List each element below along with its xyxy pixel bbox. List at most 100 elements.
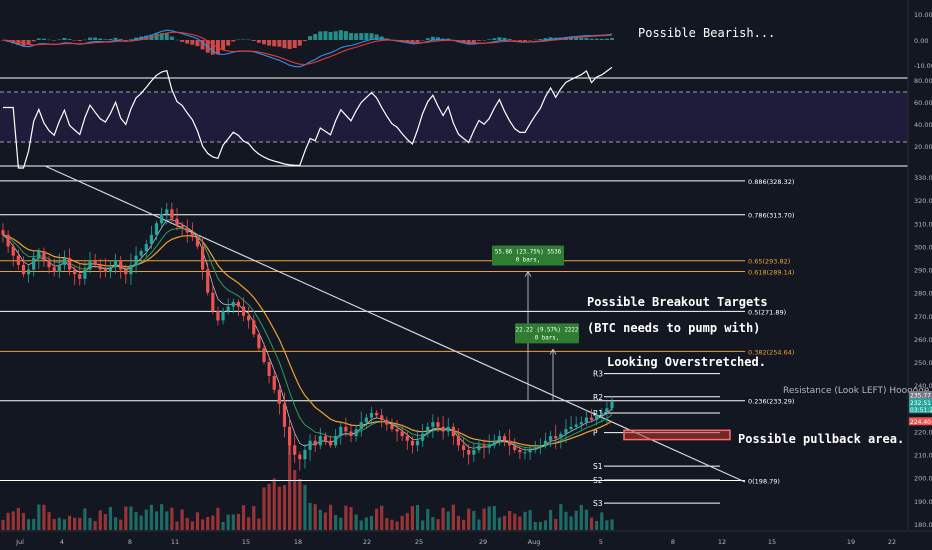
- macd-histogram-bar: [343, 31, 348, 40]
- candle-body: [467, 449, 471, 455]
- macd-histogram-bar: [164, 33, 169, 40]
- candle-body: [195, 237, 200, 247]
- macd-histogram-bar: [221, 40, 226, 51]
- macd-histogram-bar: [67, 39, 72, 40]
- volume-bar: [595, 520, 599, 530]
- candle-body: [129, 264, 133, 275]
- candle-body: [461, 445, 466, 450]
- price-tag-label: 03:51:29: [910, 407, 932, 414]
- candle-body: [523, 452, 527, 454]
- candle-body: [482, 445, 486, 448]
- macd-histogram-bar: [123, 40, 128, 41]
- macd-histogram-bar: [543, 38, 548, 40]
- macd-histogram-bar: [57, 39, 62, 41]
- macd-histogram-bar: [180, 40, 185, 42]
- pivot-label: P: [593, 429, 598, 438]
- candle-body: [267, 362, 271, 376]
- volume-bar: [518, 516, 522, 530]
- fib-level-label: 0(198.79): [748, 478, 780, 486]
- candle-body: [154, 223, 159, 235]
- macd-histogram-bar: [26, 40, 31, 45]
- candle-body: [282, 403, 287, 427]
- candle-body: [369, 412, 374, 418]
- candle-body: [579, 422, 583, 425]
- volume-bar: [380, 505, 384, 530]
- volume-bar: [277, 486, 281, 530]
- macd-histogram-bar: [185, 40, 190, 44]
- measure-box: [515, 323, 579, 344]
- macd-tick-label: -10.00: [914, 62, 932, 70]
- candle-body: [247, 315, 251, 321]
- macd-tick-label: 10.00: [914, 11, 932, 19]
- candle-body: [16, 255, 20, 265]
- candle-body: [610, 401, 614, 409]
- volume-bar: [57, 517, 61, 530]
- candle-body: [134, 255, 138, 265]
- volume-bar: [139, 515, 143, 530]
- volume-bar: [241, 505, 246, 530]
- candle-body: [421, 433, 425, 441]
- pivot-label: S3: [593, 499, 603, 508]
- macd-histogram-bar: [251, 40, 256, 41]
- macd-histogram-bar: [492, 38, 497, 40]
- macd-histogram-bar: [328, 32, 333, 40]
- candle-body: [103, 269, 107, 272]
- candle-body: [405, 436, 409, 441]
- candle-body: [584, 417, 589, 423]
- candle-body: [328, 440, 333, 446]
- volume-bar: [11, 511, 15, 530]
- volume-bar: [313, 504, 317, 530]
- macd-signal-line: [2, 31, 613, 66]
- volume-bar: [252, 506, 256, 530]
- volume-bar: [211, 515, 215, 530]
- time-tick-label: 25: [415, 538, 423, 546]
- macd-histogram-bar: [523, 40, 527, 41]
- candle-body: [206, 269, 210, 293]
- candle-body: [390, 424, 394, 430]
- volume-bar: [400, 515, 404, 530]
- macd-histogram-bar: [236, 39, 241, 41]
- macd-histogram-bar: [430, 36, 435, 40]
- volume-bar: [548, 509, 553, 530]
- candle-body: [513, 445, 517, 450]
- pivot-label: S2: [593, 476, 603, 485]
- volume-bar: [574, 510, 578, 530]
- volume-bar: [492, 506, 496, 530]
- volume-bar: [390, 519, 394, 530]
- candle-body: [574, 424, 578, 427]
- candle-body: [175, 218, 179, 226]
- macd-histogram-bar: [169, 36, 174, 40]
- candle-body: [262, 348, 266, 363]
- macd-histogram-bar: [190, 40, 195, 45]
- candle-body: [564, 429, 568, 434]
- macd-histogram-bar: [482, 40, 487, 41]
- candle-body: [170, 209, 174, 219]
- candle-body: [554, 436, 558, 439]
- volume-bar: [160, 504, 164, 530]
- volume-bar: [344, 505, 348, 530]
- macd-histogram-bar: [425, 38, 430, 40]
- macd-histogram-bar: [302, 40, 307, 42]
- volume-bar: [37, 504, 41, 530]
- time-tick-label: 11: [171, 538, 179, 546]
- measure-layer[interactable]: 55.86 (23.75%) 5536 0 bars, 22.22 (9.57%) …: [492, 245, 579, 401]
- candle-body: [308, 440, 312, 450]
- candle-body: [241, 306, 246, 316]
- volume-bar: [415, 504, 420, 530]
- macd-histogram-bar: [308, 36, 313, 40]
- pullback-zone[interactable]: [623, 429, 731, 441]
- time-tick-label: 15: [242, 538, 250, 546]
- price-tick-label: 280.00: [914, 290, 932, 298]
- macd-histogram-bar: [548, 37, 553, 40]
- candle-body: [318, 436, 322, 446]
- candle-body: [98, 264, 102, 270]
- macd-histogram-bar: [604, 38, 609, 40]
- candle-body: [446, 426, 450, 432]
- volume-bar: [318, 509, 322, 530]
- candle-body: [426, 426, 430, 434]
- measure-box: [492, 245, 564, 266]
- volume-bar: [456, 515, 461, 530]
- macd-histogram-bar: [420, 40, 425, 41]
- volume-bar: [359, 520, 363, 530]
